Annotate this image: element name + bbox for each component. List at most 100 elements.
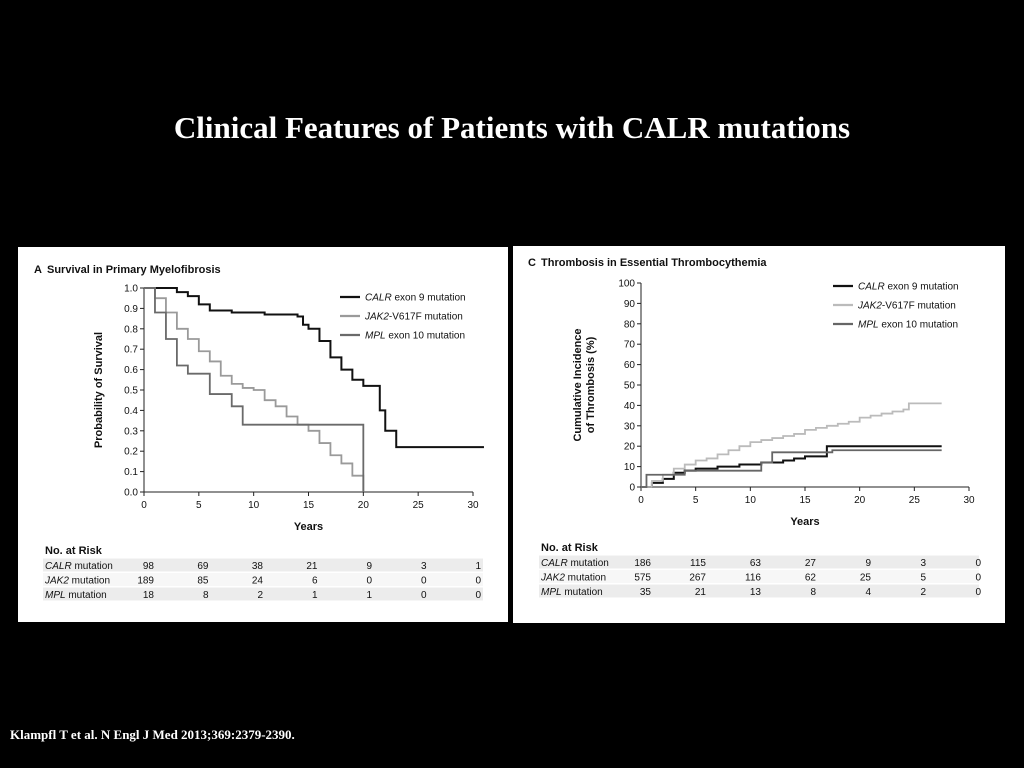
legend-label: MPL exon 10 mutation	[858, 320, 958, 331]
x-tick-label: 20	[854, 495, 866, 506]
y-tick-label: 70	[624, 340, 636, 351]
risk-value: 25	[860, 573, 872, 584]
thrombosis-chart-svg: C Thrombosis in Essential Thrombocythemia…	[528, 257, 981, 598]
risk-value: 21	[695, 587, 707, 598]
y-tick-label: 1.0	[124, 284, 138, 295]
risk-row-label: JAK2 mutation	[44, 576, 110, 587]
risk-value: 3	[421, 561, 427, 572]
y-tick-label: 50	[624, 381, 636, 392]
citation: Klampfl T et al. N Engl J Med 2013;369:2…	[10, 727, 295, 742]
x-tick-label: 0	[141, 500, 147, 511]
series-line-mpl	[641, 449, 942, 488]
risk-value: 0	[975, 587, 981, 598]
risk-value: 1	[312, 590, 318, 601]
x-tick-label: 0	[638, 495, 644, 506]
risk-table-header: No. at Risk	[45, 545, 103, 557]
series-line-calr	[144, 287, 484, 449]
risk-value: 2	[920, 587, 926, 598]
risk-value: 0	[975, 558, 981, 569]
risk-value: 98	[143, 561, 155, 572]
risk-value: 2	[257, 590, 263, 601]
y-tick-label: 90	[624, 299, 636, 310]
y-axis-label-line2: of Thrombosis (%)	[585, 336, 597, 433]
x-tick-label: 30	[963, 495, 975, 506]
risk-value: 24	[252, 576, 264, 587]
x-axis-label: Years	[294, 521, 323, 533]
risk-value: 0	[475, 576, 481, 587]
legend-label: CALR exon 9 mutation	[365, 293, 466, 304]
risk-table-row	[539, 584, 979, 598]
risk-value: 0	[421, 590, 427, 601]
x-tick-label: 20	[358, 500, 370, 511]
y-tick-label: 20	[624, 442, 636, 453]
risk-value: 267	[689, 573, 706, 584]
risk-value: 1	[475, 561, 481, 572]
risk-row-label: CALR mutation	[541, 558, 609, 569]
y-tick-label: 0.7	[124, 345, 138, 356]
x-tick-label: 25	[413, 500, 425, 511]
risk-value: 575	[634, 573, 651, 584]
risk-value: 38	[252, 561, 264, 572]
risk-value: 186	[634, 558, 651, 569]
y-tick-label: 0.1	[124, 467, 138, 478]
risk-value: 0	[421, 576, 427, 587]
y-axis-label: Probability of Survival	[93, 332, 105, 448]
risk-value: 0	[475, 590, 481, 601]
risk-value: 1	[366, 590, 372, 601]
slide-title: Clinical Features of Patients with CALR …	[173, 110, 851, 145]
risk-value: 0	[975, 573, 981, 584]
y-tick-label: 10	[624, 462, 636, 473]
risk-table-row	[43, 573, 483, 586]
x-tick-label: 30	[467, 500, 479, 511]
risk-value: 5	[920, 573, 926, 584]
panel-letter: C	[528, 257, 536, 269]
x-axis-label: Years	[790, 516, 819, 528]
risk-value: 8	[810, 587, 816, 598]
risk-table-row	[539, 555, 979, 569]
legend-label: MPL exon 10 mutation	[365, 331, 465, 342]
x-tick-label: 5	[693, 495, 699, 506]
risk-value: 0	[366, 576, 372, 587]
y-tick-label: 0	[629, 483, 635, 494]
risk-table-header: No. at Risk	[541, 542, 599, 554]
risk-value: 9	[865, 558, 871, 569]
chart-title: Thrombosis in Essential Thrombocythemia	[541, 257, 767, 269]
y-tick-label: 0.4	[124, 406, 138, 417]
risk-value: 9	[366, 561, 372, 572]
y-tick-label: 0.9	[124, 304, 138, 315]
risk-value: 69	[197, 561, 209, 572]
y-tick-label: 80	[624, 319, 636, 330]
risk-value: 115	[690, 558, 706, 569]
risk-table-row	[539, 570, 979, 583]
x-tick-label: 10	[248, 500, 260, 511]
risk-value: 4	[865, 587, 871, 598]
legend-label: CALR exon 9 mutation	[858, 282, 959, 293]
x-tick-label: 5	[196, 500, 202, 511]
risk-value: 6	[312, 576, 318, 587]
risk-value: 62	[805, 573, 817, 584]
legend-label: JAK2-V617F mutation	[857, 301, 956, 312]
risk-value: 85	[197, 576, 209, 587]
risk-value: 13	[750, 587, 762, 598]
risk-value: 18	[143, 590, 155, 601]
risk-value: 3	[920, 558, 926, 569]
risk-table-row	[43, 587, 483, 601]
risk-row-label: MPL mutation	[541, 587, 603, 598]
x-tick-label: 25	[909, 495, 921, 506]
panel-letter: A	[34, 264, 42, 276]
survival-chart-panel: A Survival in Primary Myelofibrosis 0.0 0.1…	[18, 247, 508, 622]
x-tick-label: 10	[745, 495, 757, 506]
y-tick-label: 0.3	[124, 426, 138, 437]
series-line-calr	[641, 445, 942, 488]
risk-table-row	[43, 558, 483, 572]
risk-value: 63	[750, 558, 762, 569]
risk-value: 189	[137, 576, 154, 587]
risk-value: 21	[306, 561, 318, 572]
risk-value: 35	[640, 587, 652, 598]
y-tick-label: 0.5	[124, 386, 138, 397]
y-tick-label: 0.6	[124, 365, 138, 376]
survival-chart-svg: A Survival in Primary Myelofibrosis 0.0 0.1…	[34, 264, 484, 601]
risk-row-label: CALR mutation	[45, 561, 113, 572]
series-line-jak2	[144, 287, 365, 492]
series-line-jak2	[641, 402, 942, 488]
